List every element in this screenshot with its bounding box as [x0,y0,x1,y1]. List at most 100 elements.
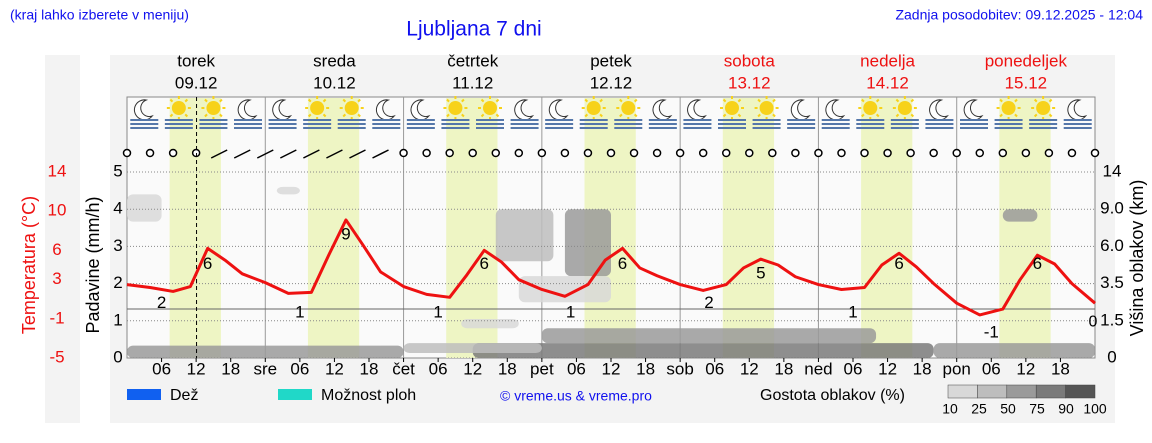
wind-calm [629,148,639,158]
sun [621,101,636,115]
weather-icon [510,99,539,129]
legend-label: Dež [170,387,198,404]
daylight-band [446,98,498,358]
density-tick: 10 [942,401,958,417]
moon [1067,99,1088,121]
menu-note: (kraj lahko izberete v meniju) [10,7,189,23]
wind-calm [698,148,708,158]
sun-ray [342,113,347,118]
wind-calm [583,148,593,158]
daylight-band [999,98,1051,358]
weather-icon [960,99,988,129]
moon [548,99,569,121]
wind-calm [860,148,869,158]
legend-label: Možnost ploh [321,387,416,404]
sun-ray [322,98,327,103]
sun-ray [999,113,1003,118]
moon [929,99,949,121]
weather-icon [890,96,919,129]
wind-calm [768,148,777,158]
weather-icon [303,96,332,129]
sun-ray [772,113,776,118]
day-date: 13.12 [728,73,771,92]
weather-icon [164,96,193,129]
weather-icon [234,99,262,129]
sun-ray [204,113,208,118]
density-tick: 90 [1058,401,1074,417]
temp-label: 1 [848,303,857,322]
day-date: 15.12 [1005,73,1048,92]
x-tick-label: 12 [463,359,482,378]
legend-swatch [127,389,161,400]
day-name: petek [590,51,632,70]
weather-icon [579,96,608,129]
wind-calm [468,148,477,158]
weather-icon [130,99,159,129]
sun-ray [169,98,174,103]
cloud-patch [276,186,300,195]
temp-label: 6 [1033,254,1042,273]
sun [863,101,878,115]
wind-calm [1044,148,1054,158]
daylight-band [861,98,913,358]
weather-icon [545,99,574,129]
wind-calm [675,148,685,158]
day-name: sreda [313,51,356,70]
cloud-patch [564,209,611,277]
sun [344,101,359,115]
sun-ray [599,98,603,103]
day-date: 11.12 [452,73,493,92]
wind-calm [606,148,616,158]
sun-ray [895,98,900,103]
temp-label: -1 [984,322,999,341]
density-swatch [1065,384,1096,399]
wind-calm [537,148,547,158]
sun-ray [737,98,742,103]
sun-ray [219,98,223,103]
temp-tick-label: -5 [49,347,64,366]
wind-barb [372,149,389,159]
weather-icon [821,99,850,129]
weather-icon [1063,99,1092,129]
sun-ray [1048,98,1053,103]
sun-ray [633,113,638,118]
cloud-patch [518,276,611,303]
wind-calm [491,148,501,158]
weather-icon [441,96,470,129]
weather-icon [199,96,228,129]
sun-ray [757,98,761,103]
moon [375,99,396,121]
sun [171,101,186,115]
wind-calm [906,148,915,158]
weather-icon [337,96,366,129]
x-tick-label: 18 [913,359,932,378]
x-tick-label: 12 [1016,359,1035,378]
weather-icon [648,99,677,129]
sun-ray [342,98,347,103]
cloud-tick-label: 6.0 [1100,236,1124,255]
x-tick-label: 06 [982,359,1001,378]
temp-label: 6 [618,254,627,273]
sun-ray [619,113,623,118]
wind-barb [233,149,251,159]
day-date: 14.12 [866,73,909,92]
cloud-tick-label: 14 [1103,161,1122,180]
sun-ray [599,113,603,118]
precip-tick-label: 4 [113,199,122,218]
credit: © vreme.us & vreme.pro [500,388,652,404]
x-tick-label: 06 [705,359,724,378]
wind-calm [560,148,570,158]
moon [514,99,535,121]
precip-axis-title: Padavine (mm/h) [83,196,103,333]
wind-calm [652,148,662,158]
update-time: Zadnja posodobitev: 09.12.2025 - 12:04 [895,7,1143,23]
sun-ray [357,113,361,118]
density-tick: 100 [1083,401,1107,417]
density-tick: 25 [971,401,987,417]
density-swatch [1006,384,1037,399]
sun-ray [169,113,174,118]
temp-line [126,218,1096,317]
x-tick-label: sob [666,359,693,378]
density-swatch [1035,384,1066,399]
